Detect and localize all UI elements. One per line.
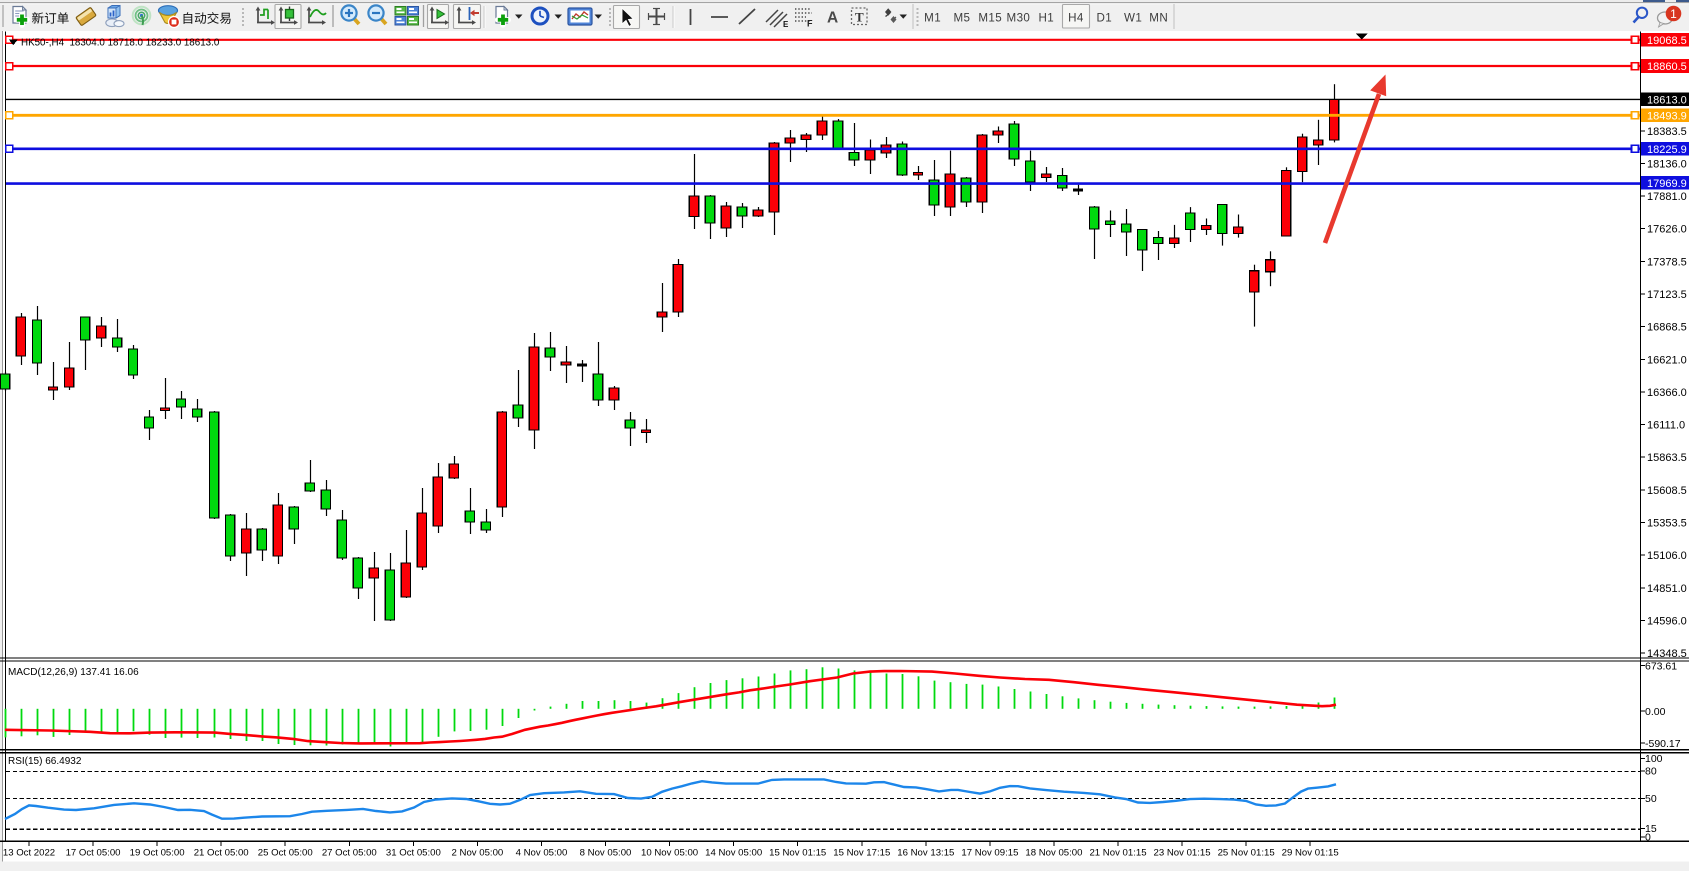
svg-text:16366.0: 16366.0 <box>1647 387 1687 399</box>
svg-text:H1: H1 <box>1038 12 1054 25</box>
svg-text:673.61: 673.61 <box>1645 661 1677 673</box>
svg-text:17378.5: 17378.5 <box>1647 256 1687 268</box>
svg-text:21 Nov 01:15: 21 Nov 01:15 <box>1089 848 1146 859</box>
svg-text:14348.5: 14348.5 <box>1647 648 1687 660</box>
svg-text:E: E <box>783 20 789 29</box>
svg-text:10 Nov 05:00: 10 Nov 05:00 <box>641 848 698 859</box>
svg-text:17881.0: 17881.0 <box>1647 191 1687 203</box>
svg-text:18136.0: 18136.0 <box>1647 158 1687 170</box>
svg-text:0: 0 <box>1645 832 1651 844</box>
svg-text:25 Nov 01:15: 25 Nov 01:15 <box>1218 848 1275 859</box>
svg-text:18613.0: 18613.0 <box>1647 94 1687 106</box>
svg-text:19068.5: 19068.5 <box>1647 35 1687 47</box>
svg-text:17 Oct 05:00: 17 Oct 05:00 <box>66 848 121 859</box>
svg-text:80: 80 <box>1645 765 1657 777</box>
svg-text:23 Nov 01:15: 23 Nov 01:15 <box>1154 848 1211 859</box>
svg-text:M15: M15 <box>978 12 1002 25</box>
svg-text:17123.5: 17123.5 <box>1647 289 1687 301</box>
svg-text:F: F <box>807 19 813 29</box>
svg-text:14 Nov 05:00: 14 Nov 05:00 <box>705 848 762 859</box>
svg-text:19 Oct 05:00: 19 Oct 05:00 <box>130 848 185 859</box>
svg-text:16111.0: 16111.0 <box>1647 420 1685 432</box>
svg-text:D1: D1 <box>1096 12 1112 25</box>
svg-text:15353.5: 15353.5 <box>1647 517 1687 529</box>
svg-text:M5: M5 <box>953 12 970 25</box>
svg-text:HK50-,H4 18304.0 18718.0 1823: HK50-,H4 18304.0 18718.0 18233.0 18613.0 <box>21 38 220 49</box>
svg-text:21 Oct 05:00: 21 Oct 05:00 <box>194 848 249 859</box>
svg-text:16868.5: 16868.5 <box>1647 322 1687 334</box>
svg-text:16621.0: 16621.0 <box>1647 354 1687 366</box>
svg-text:18860.5: 18860.5 <box>1647 61 1687 73</box>
svg-text:100: 100 <box>1645 753 1663 765</box>
svg-text:M1: M1 <box>924 12 941 25</box>
svg-text:18 Nov 05:00: 18 Nov 05:00 <box>1025 848 1082 859</box>
svg-text:15 Nov 01:15: 15 Nov 01:15 <box>769 848 826 859</box>
svg-text:18225.9: 18225.9 <box>1647 144 1687 156</box>
svg-text:MACD(12,26,9) 137.41 16.06: MACD(12,26,9) 137.41 16.06 <box>8 667 139 678</box>
svg-text:17969.9: 17969.9 <box>1647 178 1687 190</box>
svg-text:1: 1 <box>1670 7 1677 21</box>
svg-text:8 Nov 05:00: 8 Nov 05:00 <box>580 848 632 859</box>
svg-text:4 Nov 05:00: 4 Nov 05:00 <box>516 848 568 859</box>
svg-text:15: 15 <box>1645 823 1657 835</box>
svg-text:16 Nov 13:15: 16 Nov 13:15 <box>897 848 954 859</box>
svg-text:50: 50 <box>1645 793 1657 805</box>
svg-text:MN: MN <box>1149 12 1168 25</box>
svg-text:H4: H4 <box>1068 12 1084 25</box>
svg-text:31 Oct 05:00: 31 Oct 05:00 <box>386 848 441 859</box>
svg-text:15608.5: 15608.5 <box>1647 485 1687 497</box>
svg-text:2 Nov 05:00: 2 Nov 05:00 <box>452 848 504 859</box>
svg-text:A: A <box>827 10 838 27</box>
svg-text:27 Oct 05:00: 27 Oct 05:00 <box>322 848 377 859</box>
svg-text:15106.0: 15106.0 <box>1647 550 1687 562</box>
svg-text:25 Oct 05:00: 25 Oct 05:00 <box>258 848 313 859</box>
svg-text:15 Nov 17:15: 15 Nov 17:15 <box>833 848 890 859</box>
svg-text:-590.17: -590.17 <box>1645 738 1681 750</box>
svg-text:29 Nov 01:15: 29 Nov 01:15 <box>1282 848 1339 859</box>
svg-text:17626.0: 17626.0 <box>1647 224 1687 236</box>
svg-text:18383.5: 18383.5 <box>1647 126 1687 138</box>
svg-text:17 Nov 09:15: 17 Nov 09:15 <box>961 848 1018 859</box>
svg-text:M30: M30 <box>1007 12 1031 25</box>
svg-text:13 Oct 2022: 13 Oct 2022 <box>3 848 55 859</box>
svg-text:14596.0: 14596.0 <box>1647 615 1687 627</box>
svg-text:0.00: 0.00 <box>1645 706 1666 718</box>
svg-text:15863.5: 15863.5 <box>1647 452 1687 464</box>
svg-text:T: T <box>855 9 864 24</box>
svg-text:RSI(15) 66.4932: RSI(15) 66.4932 <box>8 756 82 767</box>
svg-text:W1: W1 <box>1124 12 1142 25</box>
svg-text:14851.0: 14851.0 <box>1647 583 1687 595</box>
svg-text:18493.9: 18493.9 <box>1647 110 1687 122</box>
